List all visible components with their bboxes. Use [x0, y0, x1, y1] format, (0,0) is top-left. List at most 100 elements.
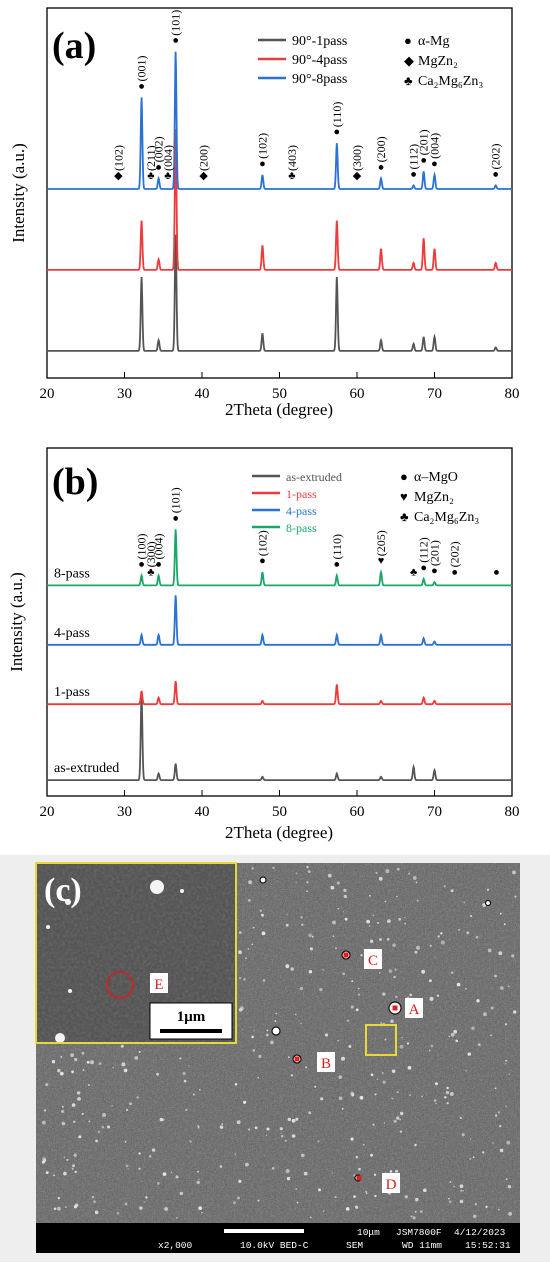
sem-particle: [76, 1091, 81, 1095]
sem-particle: [272, 866, 275, 870]
peak-symbol: ●: [138, 80, 145, 92]
phase-symbol: ♣: [404, 73, 413, 88]
sem-particle: [170, 1171, 173, 1174]
sem-particle: [355, 1008, 359, 1012]
sem-particle: [359, 1095, 364, 1100]
panel-label-b: (b): [52, 461, 98, 503]
y-axis-label-a: Intensity (a.u.): [9, 143, 28, 243]
sem-particle: [377, 921, 380, 924]
sem-particle: [386, 937, 390, 941]
sem-particle: [296, 1201, 299, 1204]
sem-particle: [306, 881, 309, 884]
sem-particle: [234, 1153, 237, 1155]
inset-scalebar: [160, 1029, 222, 1033]
sem-particle: [383, 1122, 385, 1124]
sem-particle: [475, 935, 479, 939]
sem-particle: [448, 1035, 451, 1038]
y-axis-label-b: Intensity (a.u.): [7, 572, 26, 672]
sem-particle: [157, 1182, 160, 1185]
peak-label: (205): [374, 530, 388, 556]
sem-particle: [494, 1087, 497, 1090]
sem-particle: [248, 1128, 251, 1131]
marker-dot: [356, 1175, 362, 1181]
sem-particle: [449, 1181, 452, 1183]
sem-particle: [351, 980, 354, 983]
peak-symbol: ●: [155, 161, 162, 173]
sem-particle: [444, 1095, 447, 1099]
sem-particle: [295, 1013, 297, 1016]
sem-particle: [309, 1216, 312, 1219]
sem-particle: [472, 1214, 477, 1219]
sem-particle: [81, 1113, 84, 1115]
sem-particle: [433, 1099, 437, 1102]
sem-particle: [474, 1203, 477, 1206]
sem-particle: [61, 1121, 66, 1126]
sem-particle: [201, 1211, 203, 1214]
sem-particle: [91, 1196, 95, 1199]
sem-particle: [314, 1085, 317, 1088]
sem-particle: [401, 1036, 403, 1039]
peak-label: (001): [135, 55, 149, 81]
sem-particle: [450, 889, 454, 893]
sem-particle: [398, 917, 402, 921]
sem-particle: [145, 1196, 148, 1199]
sem-particle: [396, 867, 400, 871]
xrd-chart-b: (b) Intensity (a.u.) 2Theta (degree) as-…: [0, 440, 550, 860]
peak-symbol: ♣: [164, 170, 171, 182]
sem-particle: [428, 979, 432, 983]
peak-symbol: ◆: [199, 170, 208, 182]
sem-particle: [490, 1034, 492, 1037]
series-line-90°-8pass: [47, 51, 512, 190]
panel-label-c: (c): [44, 872, 82, 909]
sem-particle: [448, 1200, 452, 1204]
peak-label: (201): [428, 540, 442, 566]
sem-particle: [156, 1072, 160, 1076]
sem-particle: [399, 1130, 403, 1133]
peak-symbol: ♣: [288, 170, 295, 182]
sem-particle: [61, 1110, 65, 1113]
sem-particle: [344, 917, 348, 921]
sem-particle: [393, 1119, 397, 1123]
sem-particle: [197, 1127, 200, 1129]
sem-particle: [98, 1062, 102, 1065]
sem-particle: [456, 982, 461, 987]
sem-particle: [392, 943, 396, 948]
sem-particle: [408, 872, 411, 875]
sem-date: 4/12/2023: [454, 1227, 506, 1238]
sem-particle: [406, 1042, 410, 1045]
sem-magnification: x2,000: [158, 1240, 193, 1251]
sem-particle: [487, 948, 492, 953]
peak-symbol: ◆: [353, 170, 362, 182]
sem-large-particle: [271, 1026, 281, 1036]
sem-particle: [279, 1127, 283, 1131]
sem-particle: [247, 948, 249, 950]
sem-particle: [306, 865, 309, 869]
sem-particle: [396, 1116, 400, 1120]
sem-particle: [124, 1141, 127, 1143]
sem-particle: [379, 938, 382, 941]
sem-particle: [415, 1197, 419, 1202]
sem-particle: [391, 1069, 396, 1073]
sem-particle: [414, 950, 418, 954]
sem-particle: [485, 1205, 488, 1209]
sem-particle: [410, 1215, 413, 1218]
sem-particle: [399, 1118, 402, 1121]
sem-particle: [446, 1086, 449, 1090]
phase-legend-b: ● α–MgO ♥ MgZn₂ ♣ Ca₂Mg₆Zn₃: [400, 469, 479, 525]
peak-symbol: ♣: [147, 566, 154, 578]
sem-particle: [396, 1091, 399, 1094]
sem-particle: [238, 1179, 242, 1183]
sem-particle: [476, 999, 480, 1003]
sem-particle: [446, 1102, 449, 1105]
sem-particle: [380, 1022, 383, 1024]
sem-particle: [378, 876, 383, 881]
sem-particle: [472, 1156, 475, 1158]
sem-particle: [513, 1010, 517, 1014]
sem-particle: [374, 1093, 377, 1096]
sem-particle: [421, 1095, 423, 1097]
phase-symbol: ♣: [400, 509, 409, 524]
sem-particle: [111, 1105, 113, 1107]
sem-particle: [483, 1012, 487, 1017]
sem-particle: [63, 1156, 66, 1158]
sem-particle: [423, 1188, 427, 1193]
